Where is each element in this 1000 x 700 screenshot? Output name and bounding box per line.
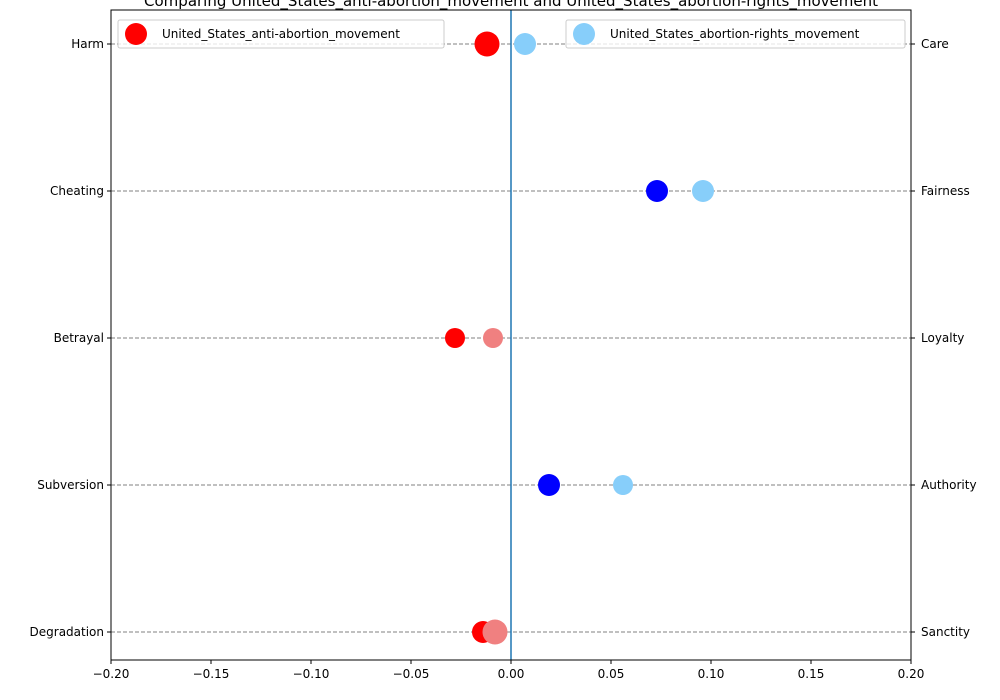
point-harm	[514, 33, 536, 55]
point-cheating	[692, 180, 714, 202]
legend-box-left	[117, 19, 445, 49]
y-right-tick-label: Sanctity	[921, 625, 970, 639]
y-left-tick-label: Betrayal	[54, 331, 104, 345]
y-left-tick-label: Subversion	[37, 478, 104, 492]
legend-marker-left	[125, 23, 147, 45]
y-right-tick-label: Care	[921, 37, 949, 51]
point-degradation	[482, 619, 508, 645]
x-tick-label: 0.20	[898, 667, 925, 681]
x-tick-label: −0.15	[193, 667, 230, 681]
chart-title: Comparing United_States_anti-abortion_mo…	[144, 0, 878, 11]
x-axis-ticks: −0.20 −0.15 −0.10 −0.05 0.00 0.05 0.10 0.15 0.20	[93, 660, 925, 681]
x-tick-label: −0.10	[293, 667, 330, 681]
legend-anti-abortion: United_States_anti-abortion_movement	[117, 19, 445, 49]
x-tick-label: 0.00	[498, 667, 525, 681]
point-betrayal	[445, 328, 465, 348]
legend-label-right: United_States_abortion-rights_movement	[610, 27, 860, 41]
point-cheating	[646, 180, 668, 202]
x-tick-label: −0.05	[393, 667, 430, 681]
y-right-tick-label: Authority	[921, 478, 977, 492]
y-left-tick-label: Harm	[71, 37, 104, 51]
point-subversion	[538, 474, 560, 496]
y-right-tick-label: Fairness	[921, 184, 970, 198]
x-tick-label: 0.05	[598, 667, 625, 681]
x-tick-label: 0.15	[798, 667, 825, 681]
legend-label-left: United_States_anti-abortion_movement	[162, 27, 400, 41]
y-left-tick-label: Degradation	[30, 625, 104, 639]
point-subversion	[613, 475, 633, 495]
y-axis-left-ticks: Harm Cheating Betrayal Subversion Degradatio…	[30, 37, 111, 639]
legend-marker-right	[573, 23, 595, 45]
y-axis-right-ticks: Care Fairness Loyalty Authority Sanctity	[911, 37, 977, 639]
y-left-tick-label: Cheating	[50, 184, 104, 198]
point-harm	[474, 31, 500, 57]
point-betrayal	[483, 328, 503, 348]
legend-abortion-rights: United_States_abortion-rights_movement	[565, 19, 906, 49]
x-tick-label: 0.10	[698, 667, 725, 681]
data-points	[445, 31, 714, 645]
legend-box-right	[565, 19, 906, 49]
y-right-tick-label: Loyalty	[921, 331, 964, 345]
x-tick-label: −0.20	[93, 667, 130, 681]
